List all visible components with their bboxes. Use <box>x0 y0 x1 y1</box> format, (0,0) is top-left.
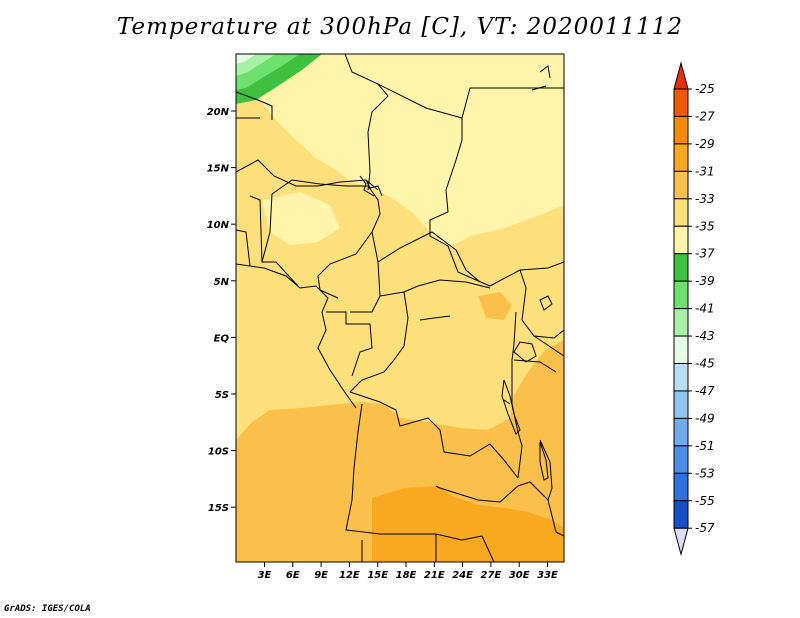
border-sudan-ss <box>489 261 564 287</box>
y-tick-label-5S: 5S <box>215 390 229 401</box>
colorbar-swatch-4 <box>673 198 689 227</box>
colorbar-label--45: -45 <box>695 357 715 371</box>
colorbar-swatch-5 <box>673 225 689 255</box>
colorbar-top-arrow <box>673 61 689 90</box>
y-tick-label-15S: 15S <box>208 503 229 514</box>
x-tick-label-12E: 12E <box>339 570 360 581</box>
field-band-29-27 <box>372 486 564 562</box>
x-axis: 3E 6E 9E 12E 15E 18E 21E 24E 27E 30E 33E <box>258 562 558 581</box>
colorbar-swatch-6 <box>673 253 689 282</box>
colorbar-swatch-0 <box>673 88 689 117</box>
border-nigeria-north <box>271 179 381 215</box>
field-band-31-29-patch <box>478 292 512 320</box>
border-gabon <box>326 311 373 377</box>
lake-malawi <box>539 441 549 481</box>
border-lake-chad <box>365 179 383 197</box>
x-tick-label-6E: 6E <box>286 570 300 581</box>
y-tick-label-EQ: EQ <box>214 333 230 344</box>
colorbar-swatch-3 <box>673 170 689 200</box>
border-mali-niger <box>236 159 379 191</box>
border-malawi <box>539 439 553 501</box>
border-car-drc <box>379 279 491 297</box>
y-tick-label-10N: 10N <box>207 220 230 231</box>
x-tick-label-24E: 24E <box>452 570 473 581</box>
colorbar-label--35: -35 <box>695 219 715 233</box>
colorbar-label--51: -51 <box>695 439 715 453</box>
x-tick-label-9E: 9E <box>314 570 328 581</box>
lake-turkana-area <box>539 295 553 311</box>
field-cold-43 <box>236 54 256 64</box>
border-uganda <box>519 269 564 339</box>
border-drc-angola <box>349 391 519 479</box>
x-tick-label-15E: 15E <box>367 570 388 581</box>
border-car-sudan <box>377 231 481 283</box>
colorbar-legend: -25 -27 -29 -31 -33 -35 -37 -39 -41 -43 -45 -47 -49 -… <box>673 61 715 557</box>
colorbar-label--37: -37 <box>695 247 715 261</box>
colorbar-swatch-2 <box>673 143 689 172</box>
x-tick-label-3E: 3E <box>258 570 272 581</box>
x-tick-label-21E: 21E <box>424 570 445 581</box>
colorbar-label--49: -49 <box>695 411 715 425</box>
temperature-field <box>236 54 564 562</box>
map-title: Temperature at 300hPa [C], VT: 202001111… <box>116 14 684 40</box>
colorbar-swatch-1 <box>673 115 689 145</box>
lake-tanganyika <box>501 379 521 435</box>
colorbar-swatch-12 <box>673 417 689 447</box>
colorbar-label--27: -27 <box>695 109 715 123</box>
y-tick-label-20N: 20N <box>207 107 230 118</box>
border-kenya-tz <box>513 335 564 373</box>
field-band-35-33 <box>236 54 564 248</box>
colorbar-label--39: -39 <box>695 274 715 288</box>
colorbar-label--43: -43 <box>695 329 715 343</box>
grads-credit: GrADS: IGES/COLA <box>4 604 91 614</box>
y-tick-label-15N: 15N <box>207 164 230 175</box>
colorbar-swatch-11 <box>673 390 689 419</box>
x-tick-label-18E: 18E <box>396 570 417 581</box>
colorbar-label--25: -25 <box>695 82 715 96</box>
border-chad-sudan <box>429 118 491 287</box>
x-tick-label-27E: 27E <box>481 570 502 581</box>
border-zambia <box>435 481 549 503</box>
colorbar-label--53: -53 <box>695 466 715 480</box>
border-angola-namibia <box>345 403 483 541</box>
colorbar-label--29: -29 <box>695 137 715 151</box>
colorbar-swatch-9 <box>673 335 689 364</box>
x-tick-label-30E: 30E <box>509 570 530 581</box>
river-niger <box>359 175 375 197</box>
drc-rivers <box>419 315 511 405</box>
map-frame <box>235 53 565 563</box>
colorbar-swatch-14 <box>673 472 689 502</box>
field-band-35-33-patch <box>262 192 340 245</box>
colorbar-swatch-10 <box>673 363 689 392</box>
border-south <box>361 499 564 562</box>
border-drc-east <box>511 311 523 479</box>
colorbar-label--55: -55 <box>695 494 715 508</box>
colorbar-label--47: -47 <box>695 384 715 398</box>
colorbar-swatch-13 <box>673 445 689 474</box>
lake-victoria <box>513 341 537 363</box>
colorbar-label--57: -57 <box>695 521 715 535</box>
colorbar-swatch-15 <box>673 500 689 529</box>
colorbar-label--33: -33 <box>695 192 715 206</box>
colorbar-swatch-7 <box>673 280 689 310</box>
y-axis: 20N 15N 10N 5N EQ 5S 10S 15S <box>207 107 236 514</box>
x-tick-label-33E: 33E <box>537 570 558 581</box>
country-borders <box>236 54 564 562</box>
border-north-1 <box>236 91 273 120</box>
y-tick-label-10S: 10S <box>208 447 229 458</box>
border-congo-drc <box>349 291 409 393</box>
colorbar-label--31: -31 <box>695 164 715 178</box>
coast-west-africa <box>236 263 357 409</box>
colorbar-label--41: -41 <box>695 302 715 316</box>
border-benin-togo <box>236 195 263 267</box>
border-niger-algeria <box>344 54 389 191</box>
colorbar-bottom-arrow <box>673 527 689 557</box>
colorbar-swatch-8 <box>673 308 689 337</box>
y-tick-label-5N: 5N <box>214 277 230 288</box>
red-sea-coast <box>531 65 551 91</box>
